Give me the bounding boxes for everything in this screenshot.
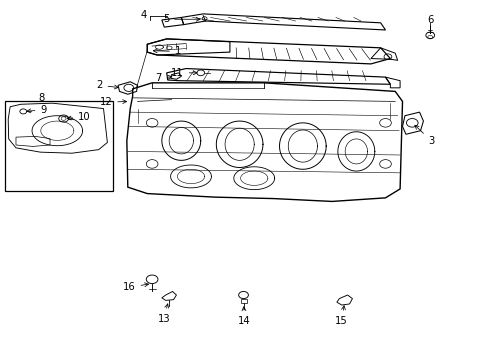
Text: 13: 13: [157, 304, 170, 324]
Text: 5: 5: [163, 14, 200, 24]
Text: 12: 12: [99, 97, 126, 107]
Text: 4: 4: [140, 10, 146, 19]
Text: 11: 11: [171, 68, 197, 78]
Text: 10: 10: [67, 112, 91, 122]
Text: 15: 15: [335, 306, 347, 326]
Text: 2: 2: [96, 80, 118, 90]
Text: 6: 6: [426, 15, 432, 25]
Bar: [5, 102, 113, 191]
Text: 7: 7: [155, 73, 171, 83]
Text: 1: 1: [153, 46, 181, 57]
Text: 14: 14: [238, 307, 250, 326]
Text: 8: 8: [38, 93, 44, 103]
Text: 16: 16: [122, 282, 148, 292]
Text: 9: 9: [27, 105, 46, 115]
Text: 3: 3: [414, 125, 434, 146]
